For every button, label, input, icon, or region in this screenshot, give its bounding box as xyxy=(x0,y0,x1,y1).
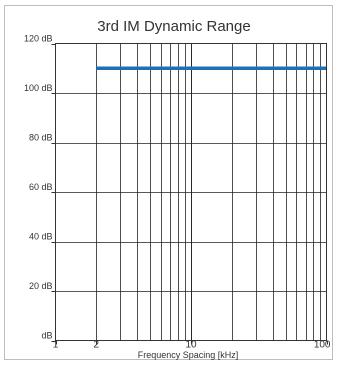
y-tick-label: dB xyxy=(41,331,52,341)
chart-title: 3rd IM Dynamic Range xyxy=(97,18,250,35)
y-tick-label: 20 dB xyxy=(29,281,53,291)
y-tick-label: 80 dB xyxy=(29,133,53,143)
y-axis-ticks: dB 20 dB 40 dB 60 dB 80 dB 100 dB 120 dB xyxy=(24,34,56,342)
y-tick-label: 100 dB xyxy=(24,83,53,93)
x-tick-label: 1 xyxy=(53,340,59,351)
x-tick-label: 100 xyxy=(314,340,331,351)
x-axis-ticks: 1 2 10 100 xyxy=(53,340,331,351)
x-axis-label: Frequency Spacing [kHz] xyxy=(138,350,239,360)
y-tick-label: 120 dB xyxy=(24,34,53,44)
x-tick-label: 10 xyxy=(185,340,197,351)
y-tick-label: 40 dB xyxy=(29,232,53,242)
x-tick-label: 2 xyxy=(94,340,100,351)
plot-border xyxy=(55,43,327,341)
chart-frame xyxy=(4,5,333,360)
y-tick-label: 60 dB xyxy=(29,182,53,192)
grid xyxy=(55,43,327,341)
